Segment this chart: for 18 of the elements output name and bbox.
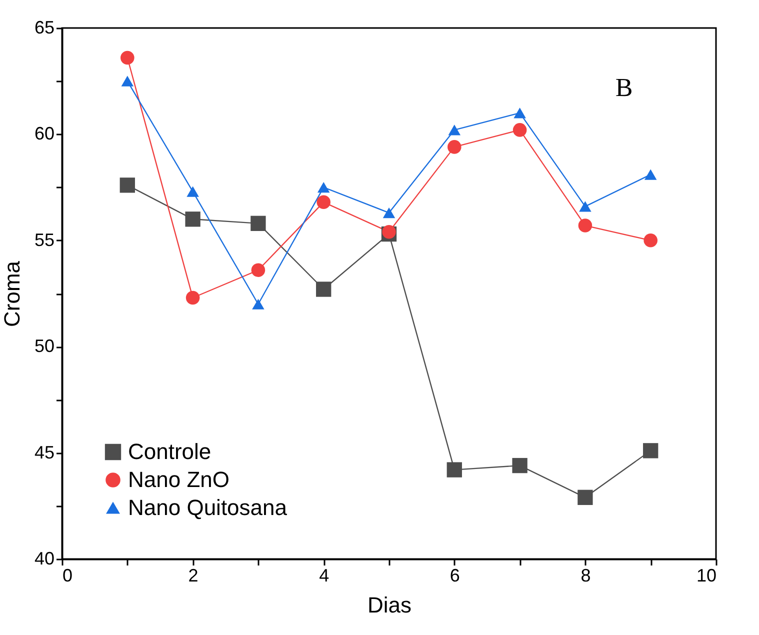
legend-label: Nano Quitosana	[128, 495, 288, 520]
y-tick-label: 40	[34, 548, 54, 568]
annotation: B	[615, 73, 633, 102]
y-tick-label: 65	[34, 18, 54, 38]
x-tick-label: 0	[62, 566, 73, 586]
y-tick-label: 60	[34, 124, 54, 144]
x-tick-label: 4	[319, 566, 330, 586]
x-tick-label: 6	[450, 566, 460, 586]
y-axis-title: Croma	[0, 260, 24, 328]
x-tick-label: 2	[188, 566, 198, 586]
y-tick-label: 55	[34, 230, 54, 250]
legend-label: Controle	[128, 439, 212, 464]
legend-label: Nano ZnO	[128, 467, 230, 492]
x-tick-label: 10	[696, 566, 716, 586]
x-tick-label: 8	[580, 566, 591, 586]
y-tick-label: 45	[34, 442, 54, 462]
x-axis-title: Dias	[367, 592, 412, 618]
y-tick-label: 50	[34, 336, 54, 356]
